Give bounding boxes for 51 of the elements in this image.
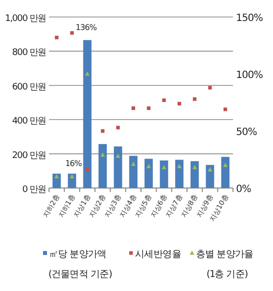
point [70,174,74,178]
point [177,164,182,168]
point [223,162,228,167]
point [116,154,120,158]
point [162,98,166,102]
bar [129,156,138,188]
y-tick-label: 0 만원 [22,185,46,195]
y-tick-label: 600 만원 [12,82,46,92]
point [178,102,182,106]
point [132,106,136,110]
bar [190,161,199,188]
bar [221,156,230,188]
y2-tick-label: 100% [236,70,263,81]
data-label: 136% [76,22,98,32]
point [208,167,212,172]
bar [83,40,92,188]
point [146,106,150,110]
legend-label: ㎡당 분양가액 (건물면적 기준) [48,249,112,280]
y-tick-label: 400 만원 [12,116,46,127]
data-label: 16% [65,158,82,168]
legend-label: 층별 분양가율 (1층 기준) [196,249,254,280]
point [54,36,58,40]
point [192,97,196,101]
point [86,168,90,172]
bar [68,174,76,188]
point [192,164,197,170]
y2-tick-label: 50% [236,127,257,138]
point [162,164,166,170]
bar [175,160,184,188]
y-tick-label: 800 만원 [12,48,46,58]
point [54,174,59,178]
bar [206,164,214,188]
point [146,164,151,168]
point [100,129,104,133]
point [116,126,120,130]
y2-tick-label: 0% [236,184,251,195]
bar [52,174,61,188]
point [131,162,136,166]
point [85,72,90,76]
bar [98,144,107,188]
y2-tick-label: 150% [236,13,263,24]
y-tick-label: 200 만원 [12,150,46,161]
point [100,152,105,157]
bar [144,158,153,188]
point [208,86,212,90]
y-tick-label: 1,000 만원 [4,14,46,24]
point [224,108,228,112]
point [70,31,74,35]
bar [114,146,122,188]
bar [160,160,168,188]
legend-label: 시세반영율 [135,249,182,260]
